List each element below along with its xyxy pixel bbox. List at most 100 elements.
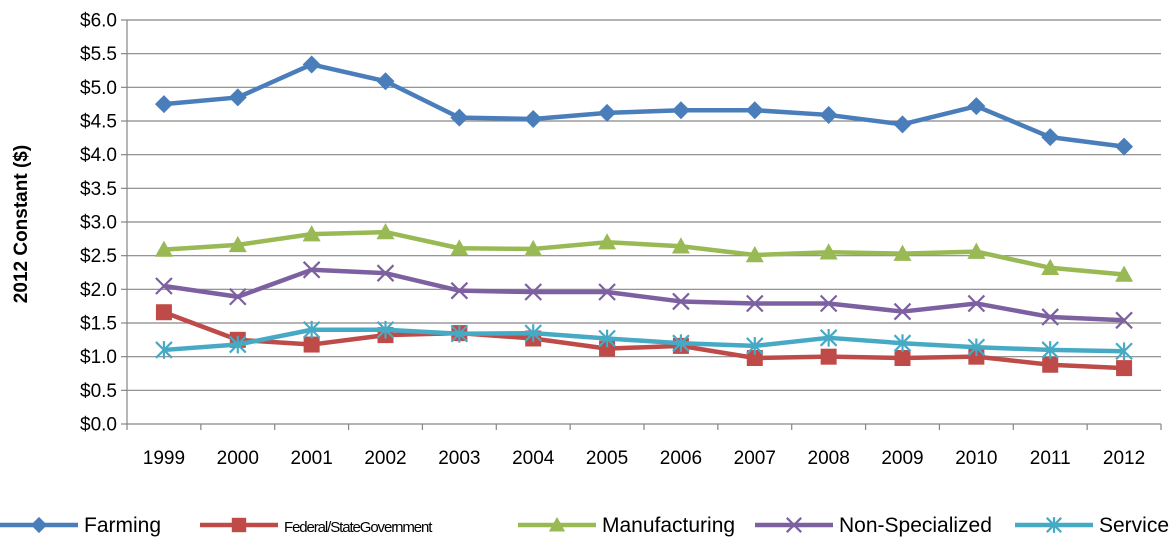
data-point-services — [672, 334, 690, 352]
data-point-non-specialized — [967, 294, 986, 313]
legend-item-federal-stategovernment: Federal/StateGovernment — [200, 517, 434, 536]
legend-item-services: Services — [1015, 514, 1169, 537]
data-point-services — [1041, 341, 1059, 359]
data-point-non-specialized — [155, 277, 173, 295]
x-tick-label: 2011 — [1030, 448, 1071, 469]
legend-label: Federal/StateGovernment — [284, 519, 433, 536]
data-point-manufacturing — [450, 239, 469, 256]
y-tick-label: $0.5 — [80, 381, 117, 402]
x-tick-label: 2003 — [438, 448, 480, 469]
legend-label: Services — [1099, 514, 1169, 537]
series-line-services — [163, 327, 1125, 354]
data-point-non-specialized — [893, 302, 912, 321]
data-point-manufacturing — [1041, 258, 1060, 275]
data-point-farming — [302, 55, 321, 74]
legend: Farming Federal/StateGovernment Manufactur… — [0, 514, 1169, 537]
legend-swatch-marker — [231, 517, 247, 533]
x-tick-label: 2002 — [364, 448, 406, 469]
data-point-manufacturing — [745, 245, 764, 263]
series-line-manufacturing — [163, 229, 1125, 277]
x-tick-label: 2012 — [1103, 448, 1145, 469]
data-point-services — [746, 337, 764, 355]
series-line-non-specialized — [163, 267, 1125, 323]
data-point-manufacturing — [671, 237, 690, 254]
data-point-farming — [228, 88, 247, 107]
data-point-farming — [376, 72, 395, 91]
data-point-farming — [967, 97, 986, 116]
data-point-federal-stategovernment — [894, 350, 911, 367]
y-tick-labels: $0.0 $0.5 $1.0 $1.5 $2.0 $2.5 $3.0 $3.5 $4.0 $4.5… — [80, 11, 117, 436]
data-point-farming — [524, 109, 543, 128]
data-point-federal-stategovernment — [155, 304, 172, 321]
data-point-federal-stategovernment — [1042, 356, 1059, 373]
data-point-farming — [671, 101, 690, 120]
y-tick-label: $1.0 — [80, 347, 117, 368]
series-line-farming — [163, 62, 1125, 149]
x-tick-label: 2004 — [512, 448, 555, 469]
x-tick-label: 2001 — [291, 448, 333, 469]
y-tick-label: $2.5 — [80, 246, 117, 267]
data-point-services — [819, 329, 838, 347]
data-point-farming — [1115, 137, 1134, 156]
y-tick-label: $1.5 — [80, 314, 117, 335]
data-point-farming — [154, 95, 173, 114]
data-point-non-specialized — [524, 283, 542, 301]
series-services — [155, 320, 1133, 361]
data-point-manufacturing — [967, 242, 986, 259]
series-non-specialized — [155, 261, 1133, 330]
data-point-non-specialized — [302, 261, 321, 279]
y-axis-label: 2012 Constant ($) — [11, 145, 32, 303]
series-line-federal-stategovernment — [163, 310, 1125, 371]
legend-label: Non-Specialized — [839, 514, 992, 537]
data-point-non-specialized — [450, 281, 469, 300]
data-point-federal-stategovernment — [746, 350, 763, 367]
data-point-services — [450, 324, 469, 343]
legend-item-farming: Farming — [0, 514, 161, 537]
legend-item-non-specialized: Non-Specialized — [755, 514, 992, 537]
data-point-services — [598, 329, 616, 348]
data-point-non-specialized — [598, 283, 616, 301]
data-point-manufacturing — [376, 223, 395, 240]
data-point-manufacturing — [598, 233, 617, 250]
legend-swatch-marker — [786, 517, 802, 533]
y-tick-label: $3.5 — [80, 179, 117, 200]
x-tick-label: 2007 — [734, 448, 776, 469]
data-point-federal-stategovernment — [303, 336, 320, 353]
y-tick-label: $3.0 — [80, 213, 117, 234]
series-manufacturing — [154, 223, 1134, 282]
data-point-non-specialized — [229, 287, 247, 306]
y-tick-label: $5.5 — [80, 44, 117, 65]
data-point-services — [1115, 342, 1133, 361]
y-tick-label: $5.0 — [80, 78, 117, 99]
y-tick-label: $4.0 — [80, 145, 117, 166]
data-point-federal-stategovernment — [820, 348, 837, 365]
legend-swatch-marker — [1046, 517, 1062, 533]
x-tick-label: 2006 — [660, 448, 702, 469]
legend-swatch-marker — [548, 516, 566, 532]
data-point-non-specialized — [1115, 311, 1133, 330]
data-point-services — [967, 338, 986, 357]
data-point-manufacturing — [302, 225, 321, 242]
y-tick-label: $0.0 — [80, 415, 117, 436]
data-point-services — [155, 341, 173, 359]
data-point-non-specialized — [746, 294, 764, 313]
data-point-services — [376, 320, 395, 339]
series-farming — [154, 55, 1134, 156]
data-point-farming — [745, 101, 764, 120]
data-point-services — [524, 324, 542, 342]
x-tick-label: 1999 — [143, 448, 185, 469]
legend-label: Manufacturing — [602, 514, 735, 537]
y-tick-label: $6.0 — [80, 11, 117, 32]
x-tick-label: 2000 — [217, 448, 259, 469]
data-point-manufacturing — [819, 243, 838, 260]
data-point-services — [229, 335, 247, 354]
x-tick-label: 2010 — [955, 448, 997, 469]
data-point-non-specialized — [1041, 308, 1059, 326]
y-tick-label: $2.0 — [80, 280, 117, 301]
x-tick-label: 2009 — [881, 448, 923, 469]
gridlines — [127, 19, 1161, 391]
data-point-federal-stategovernment — [1116, 360, 1133, 377]
data-point-manufacturing — [154, 240, 173, 257]
